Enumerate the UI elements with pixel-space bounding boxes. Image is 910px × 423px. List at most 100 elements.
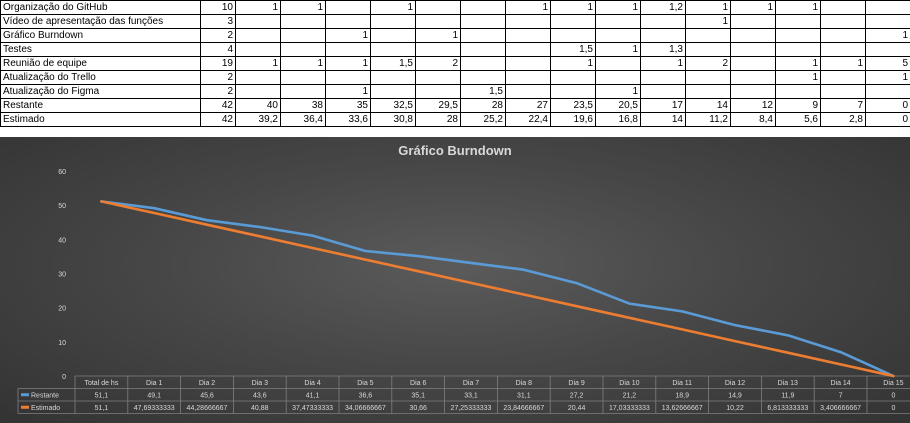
day-cell[interactable]: 1,5	[460, 84, 506, 99]
day-cell[interactable]	[595, 28, 641, 43]
day-cell[interactable]: 1	[325, 28, 371, 43]
day-cell[interactable]	[820, 28, 866, 43]
row-total[interactable]: 2	[200, 70, 236, 85]
day-cell[interactable]	[730, 84, 776, 99]
row-label[interactable]: Organização do GitHub	[0, 0, 201, 15]
day-cell[interactable]	[280, 28, 326, 43]
day-cell[interactable]	[550, 70, 596, 85]
burndown-chart[interactable]: Gráfico Burndown 0 10 20 30 40 50 60 Total de hs…	[0, 137, 910, 423]
day-cell[interactable]	[325, 42, 371, 57]
day-cell[interactable]	[730, 28, 776, 43]
day-cell[interactable]: 27	[505, 98, 551, 113]
day-cell[interactable]: 5,6	[775, 112, 821, 127]
row-total[interactable]: 2	[200, 28, 236, 43]
day-cell[interactable]: 1	[595, 84, 641, 99]
day-cell[interactable]	[235, 84, 281, 99]
day-cell[interactable]	[370, 28, 416, 43]
day-cell[interactable]	[865, 84, 910, 99]
day-cell[interactable]	[280, 84, 326, 99]
day-cell[interactable]	[730, 56, 776, 71]
day-cell[interactable]	[505, 70, 551, 85]
day-cell[interactable]	[505, 14, 551, 29]
day-cell[interactable]	[820, 42, 866, 57]
day-cell[interactable]: 12	[730, 98, 776, 113]
day-cell[interactable]: 29,5	[415, 98, 461, 113]
day-cell[interactable]: 1,2	[640, 0, 686, 15]
day-cell[interactable]	[505, 84, 551, 99]
day-cell[interactable]: 1	[685, 0, 731, 15]
day-cell[interactable]	[460, 0, 506, 15]
row-label[interactable]: Testes	[0, 42, 201, 57]
day-cell[interactable]: 1	[415, 28, 461, 43]
day-cell[interactable]: 1,5	[550, 42, 596, 57]
day-cell[interactable]: 11,2	[685, 112, 731, 127]
day-cell[interactable]: 0	[865, 98, 910, 113]
day-cell[interactable]	[865, 0, 910, 15]
day-cell[interactable]: 1,3	[640, 42, 686, 57]
day-cell[interactable]	[550, 14, 596, 29]
day-cell[interactable]	[730, 70, 776, 85]
day-cell[interactable]: 2	[415, 56, 461, 71]
day-cell[interactable]	[280, 42, 326, 57]
day-cell[interactable]: 5	[865, 56, 910, 71]
day-cell[interactable]	[640, 84, 686, 99]
row-total[interactable]: 42	[200, 112, 236, 127]
day-cell[interactable]: 2,8	[820, 112, 866, 127]
day-cell[interactable]	[370, 14, 416, 29]
day-cell[interactable]	[505, 28, 551, 43]
day-cell[interactable]	[505, 56, 551, 71]
day-cell[interactable]: 2	[685, 56, 731, 71]
day-cell[interactable]: 8,4	[730, 112, 776, 127]
day-cell[interactable]: 38	[280, 98, 326, 113]
day-cell[interactable]	[550, 28, 596, 43]
day-cell[interactable]: 1	[865, 28, 910, 43]
day-cell[interactable]	[235, 28, 281, 43]
day-cell[interactable]	[685, 70, 731, 85]
row-total[interactable]: 2	[200, 84, 236, 99]
day-cell[interactable]	[550, 84, 596, 99]
day-cell[interactable]	[595, 14, 641, 29]
day-cell[interactable]	[820, 0, 866, 15]
day-cell[interactable]: 32,5	[370, 98, 416, 113]
day-cell[interactable]	[685, 84, 731, 99]
day-cell[interactable]	[865, 42, 910, 57]
day-cell[interactable]: 28	[460, 98, 506, 113]
day-cell[interactable]: 28	[415, 112, 461, 127]
day-cell[interactable]	[460, 28, 506, 43]
row-label[interactable]: Gráfico Burndown	[0, 28, 201, 43]
day-cell[interactable]: 1,5	[370, 56, 416, 71]
day-cell[interactable]: 1	[820, 56, 866, 71]
day-cell[interactable]	[280, 14, 326, 29]
row-label[interactable]: Restante	[0, 98, 201, 113]
day-cell[interactable]: 1	[775, 70, 821, 85]
day-cell[interactable]: 1	[280, 56, 326, 71]
day-cell[interactable]: 23,5	[550, 98, 596, 113]
day-cell[interactable]	[595, 56, 641, 71]
day-cell[interactable]: 1	[775, 56, 821, 71]
day-cell[interactable]: 1	[325, 84, 371, 99]
day-cell[interactable]	[775, 42, 821, 57]
day-cell[interactable]	[730, 42, 776, 57]
day-cell[interactable]	[820, 84, 866, 99]
day-cell[interactable]: 1	[865, 70, 910, 85]
day-cell[interactable]: 1	[325, 56, 371, 71]
day-cell[interactable]	[685, 42, 731, 57]
day-cell[interactable]: 33,6	[325, 112, 371, 127]
day-cell[interactable]	[325, 70, 371, 85]
day-cell[interactable]: 40	[235, 98, 281, 113]
day-cell[interactable]	[640, 14, 686, 29]
day-cell[interactable]	[775, 28, 821, 43]
day-cell[interactable]: 35	[325, 98, 371, 113]
day-cell[interactable]: 19,6	[550, 112, 596, 127]
day-cell[interactable]	[640, 70, 686, 85]
day-cell[interactable]	[685, 28, 731, 43]
day-cell[interactable]: 1	[730, 0, 776, 15]
row-label[interactable]: Vídeo de apresentação das funções	[0, 14, 201, 29]
row-total[interactable]: 4	[200, 42, 236, 57]
day-cell[interactable]	[325, 14, 371, 29]
day-cell[interactable]	[820, 70, 866, 85]
day-cell[interactable]	[415, 84, 461, 99]
row-total[interactable]: 19	[200, 56, 236, 71]
day-cell[interactable]	[415, 42, 461, 57]
day-cell[interactable]	[280, 70, 326, 85]
